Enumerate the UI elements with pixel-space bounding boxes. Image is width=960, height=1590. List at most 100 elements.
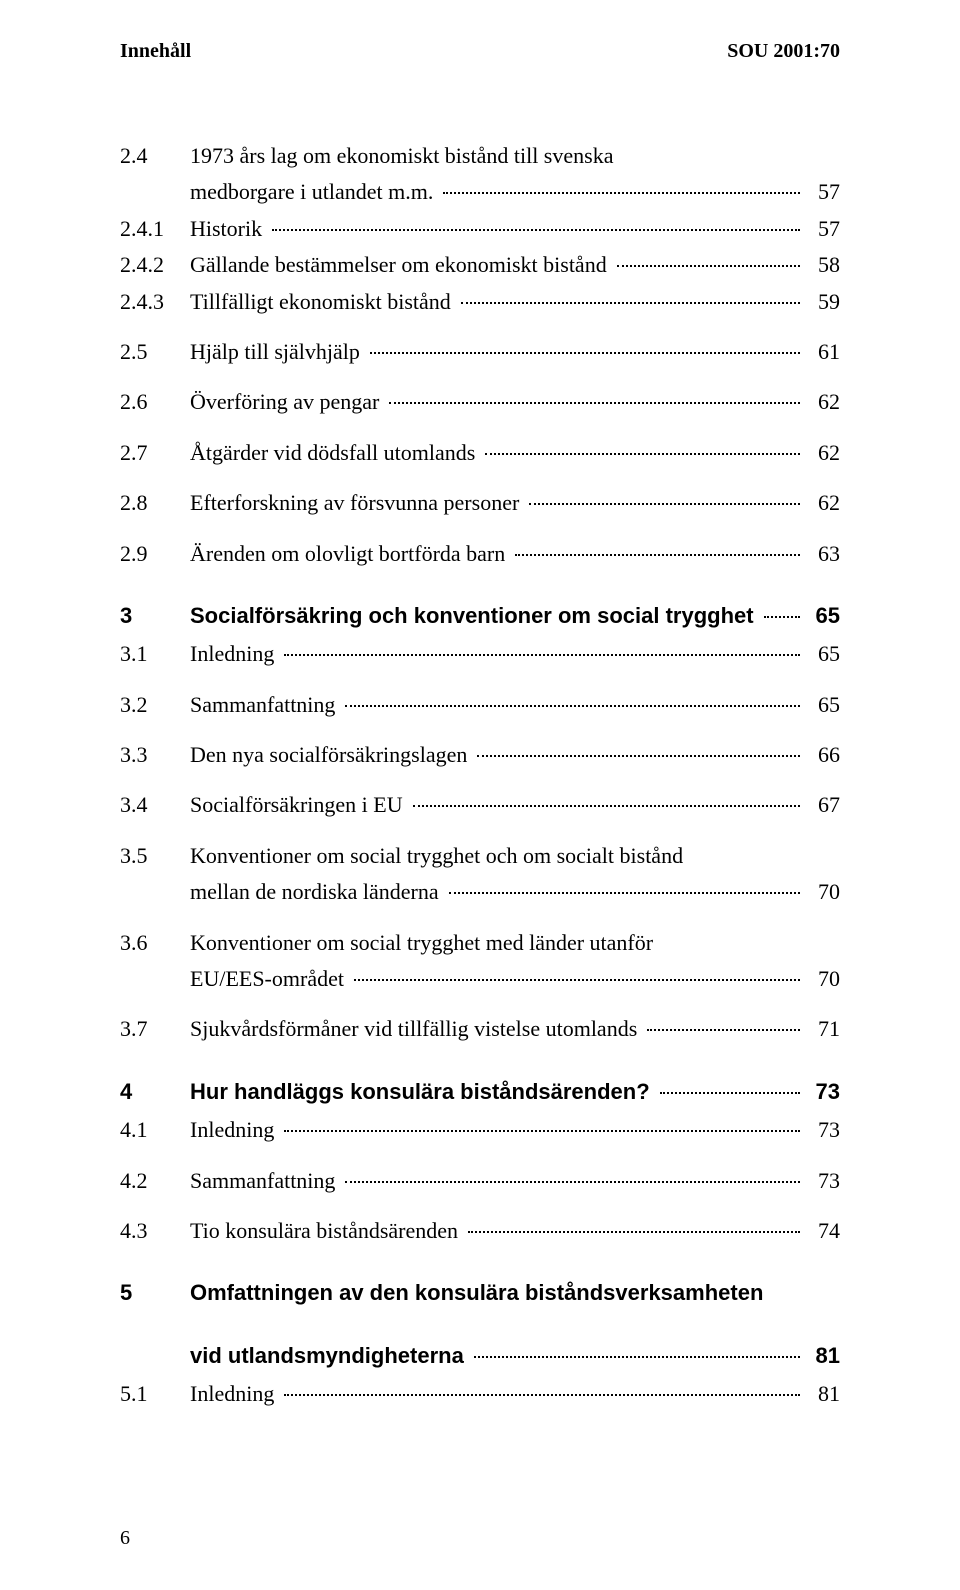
- toc-number: 4.3: [120, 1218, 190, 1244]
- toc-label: vid utlandsmyndigheterna: [190, 1343, 470, 1369]
- toc-entry: 2.4.3Tillfälligt ekonomiskt bistånd 59: [120, 289, 840, 315]
- toc-number: 4: [120, 1079, 190, 1105]
- toc-leader: [370, 352, 800, 354]
- toc-leader: [354, 979, 800, 981]
- toc-number: 5: [120, 1280, 190, 1306]
- toc-number: 3.4: [120, 792, 190, 818]
- toc-leader: [485, 453, 800, 455]
- running-head: Innehåll SOU 2001:70: [120, 40, 840, 63]
- toc-page: 59: [804, 289, 840, 315]
- toc-entry: 3.5mellan de nordiska länderna70: [120, 879, 840, 905]
- toc-number: 2.4.3: [120, 289, 190, 315]
- toc-page: 65: [804, 641, 840, 667]
- toc-leader: [764, 616, 800, 618]
- toc-entry: 2.4.1Historik 57: [120, 216, 840, 242]
- toc-page: 57: [804, 179, 840, 205]
- toc-label: Tillfälligt ekonomiskt bistånd: [190, 289, 457, 315]
- running-head-right: SOU 2001:70: [727, 40, 840, 63]
- toc-entry: 3.5Konventioner om social trygghet och o…: [120, 843, 840, 869]
- toc-leader: [284, 1130, 800, 1132]
- toc-section: 4Hur handläggs konsulära biståndsärenden…: [120, 1079, 840, 1105]
- toc-number: 3.3: [120, 742, 190, 768]
- toc-leader: [477, 755, 800, 757]
- table-of-contents: 2.41973 års lag om ekonomiskt bistånd ti…: [120, 143, 840, 1408]
- toc-number: 3.2: [120, 692, 190, 718]
- toc-number: 2.7: [120, 440, 190, 466]
- toc-entry: 2.9Ärenden om olovligt bortförda barn63: [120, 541, 840, 567]
- toc-leader: [345, 705, 800, 707]
- toc-page: 73: [804, 1117, 840, 1143]
- toc-page: 65: [804, 692, 840, 718]
- toc-number: 2.4: [120, 143, 190, 169]
- toc-label: Tio konsulära biståndsärenden: [190, 1218, 464, 1244]
- toc-entry: 5.1Inledning81: [120, 1381, 840, 1407]
- toc-entry: 2.8Efterforskning av försvunna personer6…: [120, 490, 840, 516]
- toc-page: 73: [804, 1168, 840, 1194]
- running-head-left: Innehåll: [120, 40, 191, 63]
- toc-number: 2.4.2: [120, 252, 190, 278]
- toc-number: 2.8: [120, 490, 190, 516]
- toc-section: 5Omfattningen av den konsulära biståndsv…: [120, 1280, 840, 1306]
- toc-entry: 2.5Hjälp till självhjälp61: [120, 339, 840, 365]
- toc-label: Socialförsäkringen i EU: [190, 792, 409, 818]
- toc-label: Historik: [190, 216, 268, 242]
- toc-page: 62: [804, 440, 840, 466]
- toc-section: 3Socialförsäkring och konventioner om so…: [120, 603, 840, 629]
- toc-page: 67: [804, 792, 840, 818]
- toc-leader: [413, 805, 800, 807]
- toc-number: 3.1: [120, 641, 190, 667]
- toc-label: mellan de nordiska länderna: [190, 879, 445, 905]
- toc-label: Konventioner om social trygghet och om s…: [190, 843, 689, 869]
- toc-page: 57: [804, 216, 840, 242]
- toc-label: Åtgärder vid dödsfall utomlands: [190, 440, 481, 466]
- toc-label: 1973 års lag om ekonomiskt bistånd till …: [190, 143, 619, 169]
- toc-entry: 3.3Den nya socialförsäkringslagen66: [120, 742, 840, 768]
- toc-page: 81: [804, 1343, 840, 1369]
- toc-label: Omfattningen av den konsulära biståndsve…: [190, 1280, 769, 1306]
- toc-page: 74: [804, 1218, 840, 1244]
- toc-leader: [345, 1181, 800, 1183]
- toc-entry: 3.6EU/EES-området70: [120, 966, 840, 992]
- toc-number: 2.5: [120, 339, 190, 365]
- toc-page: 58: [804, 252, 840, 278]
- toc-label: Sammanfattning: [190, 692, 341, 718]
- toc-entry: 3.2Sammanfattning 65: [120, 692, 840, 718]
- toc-number: 3.5: [120, 843, 190, 869]
- toc-label: Hur handläggs konsulära biståndsärenden?: [190, 1079, 656, 1105]
- toc-leader: [449, 892, 800, 894]
- toc-label: Hjälp till självhjälp: [190, 339, 366, 365]
- toc-page: 70: [804, 879, 840, 905]
- page: Innehåll SOU 2001:70 2.41973 års lag om …: [0, 0, 960, 1590]
- toc-entry: 2.4medborgare i utlandet m.m.57: [120, 179, 840, 205]
- toc-label: Konventioner om social trygghet med länd…: [190, 930, 659, 956]
- toc-entry: 4.1Inledning73: [120, 1117, 840, 1143]
- toc-label: Efterforskning av försvunna personer: [190, 490, 525, 516]
- toc-label: Ärenden om olovligt bortförda barn: [190, 541, 511, 567]
- toc-leader: [389, 402, 800, 404]
- toc-page: 70: [804, 966, 840, 992]
- toc-leader: [443, 192, 800, 194]
- toc-page: 81: [804, 1381, 840, 1407]
- toc-label: Socialförsäkring och konventioner om soc…: [190, 603, 760, 629]
- toc-entry: 2.4.2Gällande bestämmelser om ekonomiskt…: [120, 252, 840, 278]
- toc-entry: 2.7Åtgärder vid dödsfall utomlands 62: [120, 440, 840, 466]
- toc-entry: 2.41973 års lag om ekonomiskt bistånd ti…: [120, 143, 840, 169]
- toc-page: 62: [804, 389, 840, 415]
- toc-leader: [284, 1394, 800, 1396]
- toc-page: 63: [804, 541, 840, 567]
- toc-number: 2.4.1: [120, 216, 190, 242]
- toc-leader: [529, 503, 800, 505]
- toc-label: Sammanfattning: [190, 1168, 341, 1194]
- toc-label: medborgare i utlandet m.m.: [190, 179, 439, 205]
- toc-label: Den nya socialförsäkringslagen: [190, 742, 473, 768]
- toc-entry: 3.6Konventioner om social trygghet med l…: [120, 930, 840, 956]
- toc-label: Sjukvårdsförmåner vid tillfällig vistels…: [190, 1016, 643, 1042]
- toc-entry: 4.2Sammanfattning73: [120, 1168, 840, 1194]
- toc-leader: [617, 265, 800, 267]
- toc-leader: [272, 229, 800, 231]
- toc-leader: [474, 1356, 800, 1358]
- toc-entry: 2.6Överföring av pengar62: [120, 389, 840, 415]
- toc-page: 73: [804, 1079, 840, 1105]
- toc-page: 71: [804, 1016, 840, 1042]
- toc-number: 2.6: [120, 389, 190, 415]
